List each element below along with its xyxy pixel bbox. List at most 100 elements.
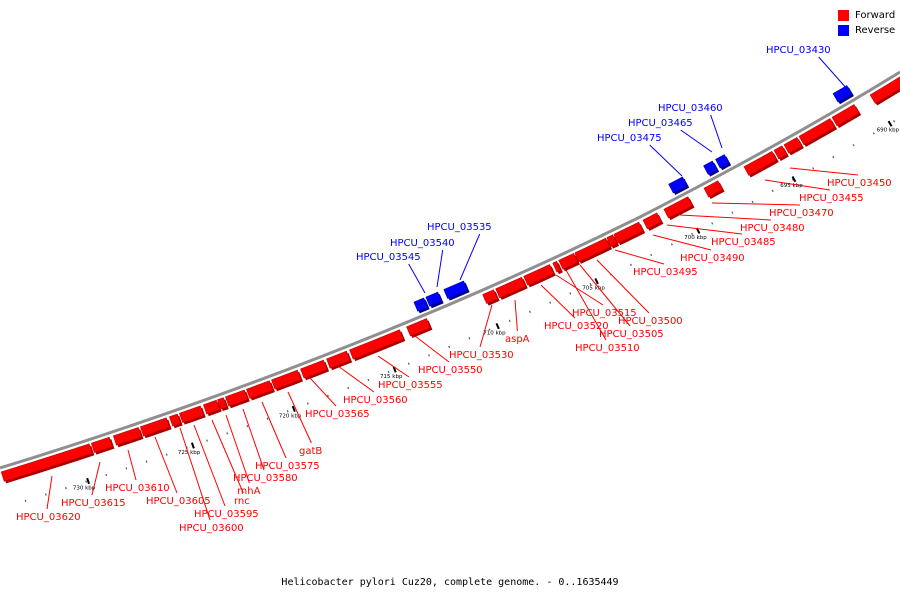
gene-label[interactable]: HPCU_03520 <box>544 321 609 332</box>
forward-gene[interactable] <box>743 150 778 176</box>
forward-gene[interactable] <box>168 413 181 427</box>
gene-leader-line <box>211 419 244 494</box>
gene-label[interactable]: HPCU_03465 <box>628 118 693 129</box>
forward-gene[interactable] <box>613 221 644 244</box>
gene-label[interactable]: HPCU_03560 <box>343 395 408 406</box>
reverse-gene[interactable] <box>443 280 468 300</box>
gene-label[interactable]: HPCU_03605 <box>146 496 211 507</box>
gene-label[interactable]: HPCU_03595 <box>194 509 259 520</box>
forward-gene[interactable] <box>574 237 611 263</box>
gene-label[interactable]: HPCU_03485 <box>711 237 776 248</box>
gene-label[interactable]: HPCU_03530 <box>449 350 514 361</box>
reverse-gene[interactable] <box>668 176 688 194</box>
scale-dot <box>569 292 572 295</box>
scale-tick <box>594 278 599 285</box>
gene-label[interactable]: rnhA <box>237 486 261 497</box>
gene-label[interactable]: HPCU_03490 <box>680 253 745 264</box>
gene-label[interactable]: aspA <box>505 334 530 345</box>
gene-leader-line <box>261 401 287 459</box>
gene-label[interactable]: HPCU_03535 <box>427 222 492 233</box>
gene-leader-line <box>459 233 481 281</box>
gene-label[interactable]: HPCU_03480 <box>740 223 805 234</box>
forward-gene[interactable] <box>326 350 351 369</box>
forward-gene[interactable] <box>523 264 555 286</box>
gene-label[interactable]: HPCU_03620 <box>16 512 81 523</box>
forward-gene[interactable] <box>300 359 328 379</box>
gene-label[interactable]: HPCU_03550 <box>418 365 483 376</box>
gene-label[interactable]: HPCU_03555 <box>378 380 443 391</box>
gene-label[interactable]: HPCU_03615 <box>61 498 126 509</box>
scale-dot <box>347 386 350 390</box>
reverse-gene[interactable] <box>413 297 429 312</box>
scale-dot <box>145 460 148 463</box>
forward-gene[interactable] <box>663 196 693 219</box>
forward-gene[interactable] <box>831 104 860 127</box>
gene-label[interactable]: HPCU_03500 <box>618 316 683 327</box>
forward-gene[interactable] <box>349 329 404 360</box>
forward-gene[interactable] <box>217 397 228 410</box>
forward-gene[interactable] <box>271 369 302 390</box>
scale-dot <box>206 439 208 442</box>
forward-gene[interactable] <box>112 427 142 446</box>
forward-gene[interactable] <box>90 436 113 453</box>
forward-gene[interactable] <box>482 289 498 304</box>
forward-gene[interactable] <box>552 260 562 273</box>
scale-dot <box>589 282 592 286</box>
forward-gene[interactable] <box>783 136 803 154</box>
gene-label[interactable]: HPCU_03455 <box>799 193 864 204</box>
gene-leader-line <box>479 304 493 348</box>
forward-gene[interactable] <box>558 252 579 270</box>
scale-tick-label: 725 kbp <box>178 450 201 456</box>
scale-dot <box>226 432 229 435</box>
map-caption: Helicobacter pylori Cuz20, complete geno… <box>281 577 619 588</box>
forward-gene[interactable] <box>406 318 431 337</box>
gene-label[interactable]: HPCU_03475 <box>597 133 662 144</box>
forward-gene[interactable] <box>139 417 170 437</box>
forward-gene[interactable] <box>179 405 205 423</box>
reverse-gene[interactable] <box>715 154 730 169</box>
forward-gene[interactable] <box>798 118 836 146</box>
gene-leader-line <box>408 263 426 294</box>
reverse-gene[interactable] <box>703 160 718 175</box>
forward-gene[interactable] <box>495 276 527 299</box>
forward-gene[interactable] <box>642 212 662 230</box>
gene-leader-line <box>710 114 723 149</box>
gene-label[interactable]: HPCU_03505 <box>599 329 664 340</box>
forward-gene[interactable] <box>203 399 221 415</box>
scale-dot <box>630 263 632 266</box>
gene-label[interactable]: HPCU_03460 <box>658 103 723 114</box>
gene-label[interactable]: HPCU_03610 <box>105 483 170 494</box>
gene-label[interactable]: HPCU_03510 <box>575 343 640 354</box>
gene-label[interactable]: HPCU_03515 <box>572 308 637 319</box>
gene-leader-line <box>579 264 631 327</box>
gene-label[interactable]: HPCU_03600 <box>179 523 244 534</box>
forward-gene[interactable] <box>0 443 93 482</box>
forward-gene[interactable] <box>703 180 723 198</box>
forward-gene[interactable] <box>606 234 618 247</box>
gene-leader-line <box>614 249 665 265</box>
gene-label[interactable]: HPCU_03470 <box>769 208 834 219</box>
gene-label[interactable]: HPCU_03450 <box>827 178 892 189</box>
gene-label[interactable]: HPCU_03545 <box>356 252 421 263</box>
gene-leader-line <box>818 56 849 91</box>
scale-dot <box>731 211 734 214</box>
scale-dot <box>266 417 269 420</box>
scale-dot <box>65 487 67 490</box>
forward-gene[interactable] <box>869 75 900 104</box>
scale-dot <box>549 301 552 304</box>
gene-label[interactable]: HPCU_03565 <box>305 409 370 420</box>
forward-gene[interactable] <box>225 389 249 407</box>
reverse-gene[interactable] <box>425 291 442 307</box>
gene-label[interactable]: HPCU_03575 <box>255 461 320 472</box>
gene-label[interactable]: gatB <box>299 446 322 457</box>
forward-gene[interactable] <box>773 145 788 160</box>
scale-tick-label: 690 kbp <box>877 127 900 133</box>
gene-label[interactable]: HPCU_03580 <box>233 473 298 484</box>
gene-label[interactable]: HPCU_03495 <box>633 267 698 278</box>
gene-label[interactable]: rnc <box>234 496 250 507</box>
gene-leader-line <box>179 427 211 521</box>
gene-label[interactable]: HPCU_03540 <box>390 238 455 249</box>
scale-tick <box>392 366 397 373</box>
gene-label[interactable]: HPCU_03430 <box>766 45 831 56</box>
forward-gene[interactable] <box>246 380 274 399</box>
